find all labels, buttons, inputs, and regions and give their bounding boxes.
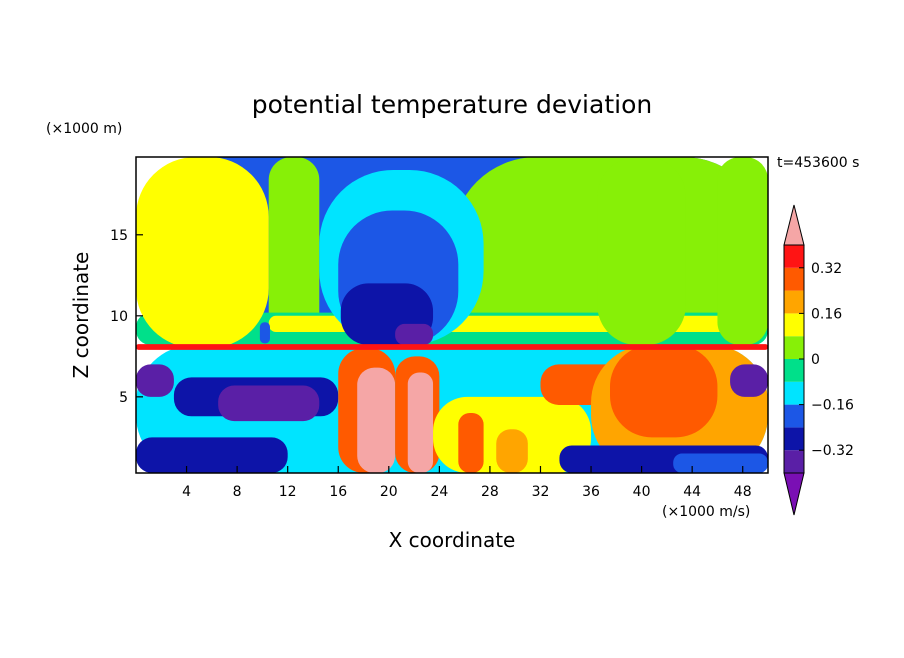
field-region-19: [357, 367, 396, 473]
field-region-21: [407, 372, 434, 473]
heatmap-field: [136, 157, 768, 473]
x-tick-label-48: 48: [734, 484, 752, 500]
x-tick-label-44: 44: [683, 484, 701, 500]
colorbar-tick-label-2: 0: [811, 352, 820, 368]
colorbar-tick-label-4: −0.32: [811, 443, 854, 459]
x-axis-label: X coordinate: [389, 528, 516, 552]
colorbar-tick-label-1: 0.16: [811, 306, 842, 322]
field-region-23: [458, 413, 484, 473]
x-tick-label-28: 28: [481, 484, 499, 500]
colorbar-tick-label-0: 0.32: [811, 261, 842, 277]
chart-title: potential temperature deviation: [252, 90, 652, 119]
colorbar-segment-4: [784, 381, 804, 405]
colorbar-min-arrow: [783, 472, 805, 516]
x-tick-label-16: 16: [329, 484, 347, 500]
x-unit-label: (×1000 m/s): [662, 504, 750, 520]
y-tick-label-5: 5: [119, 390, 128, 406]
x-tick-label-8: 8: [233, 484, 242, 500]
field-region-24: [496, 429, 528, 473]
field-region-7: [717, 157, 768, 345]
time-label: t=453600 s: [777, 155, 859, 171]
colorbar-segment-2: [784, 427, 804, 451]
y-axis-label: Z coordinate: [69, 252, 93, 379]
colorbar-tick-label-3: −0.16: [811, 398, 854, 414]
x-tick-label-40: 40: [633, 484, 651, 500]
colorbar: 0.32 0.16 0 −0.16 −0.32: [783, 204, 854, 516]
field-region-2: [268, 157, 320, 345]
x-axis: 4 8 12 16 20 24 28 32 36 40 44 48: [182, 466, 752, 500]
field-region-17: [136, 437, 288, 473]
colorbar-segment-8: [784, 290, 804, 314]
colorbar-segment-1: [784, 450, 804, 473]
field-region-27: [610, 344, 718, 438]
colorbar-segment-6: [784, 336, 804, 359]
x-tick-label-12: 12: [279, 484, 297, 500]
x-tick-label-4: 4: [182, 484, 191, 500]
field-region-12: [395, 323, 434, 345]
colorbar-segment-7: [784, 313, 804, 337]
colorbar-segment-3: [784, 404, 804, 428]
colorbar-max-arrow: [783, 204, 805, 246]
colorbar-segment-5: [784, 359, 804, 382]
x-tick-label-32: 32: [532, 484, 550, 500]
y-tick-label-10: 10: [110, 309, 128, 325]
x-tick-label-20: 20: [380, 484, 398, 500]
x-tick-label-24: 24: [430, 484, 448, 500]
y-tick-label-15: 15: [110, 228, 128, 244]
field-region-14: [136, 364, 174, 397]
field-region-30: [730, 364, 768, 397]
field-region-29: [673, 453, 768, 473]
y-unit-label: (×1000 m): [46, 121, 122, 137]
y-axis: 5 10 15: [110, 228, 143, 406]
field-region-6: [597, 157, 686, 345]
field-region-16: [218, 385, 320, 422]
field-region-31: [136, 344, 768, 350]
plot-frame: [135, 156, 769, 474]
field-region-4: [136, 157, 269, 349]
x-tick-label-36: 36: [582, 484, 600, 500]
field-region-8: [259, 322, 270, 344]
colorbar-segment-9: [784, 267, 804, 291]
colorbar-segment-10: [784, 245, 804, 268]
